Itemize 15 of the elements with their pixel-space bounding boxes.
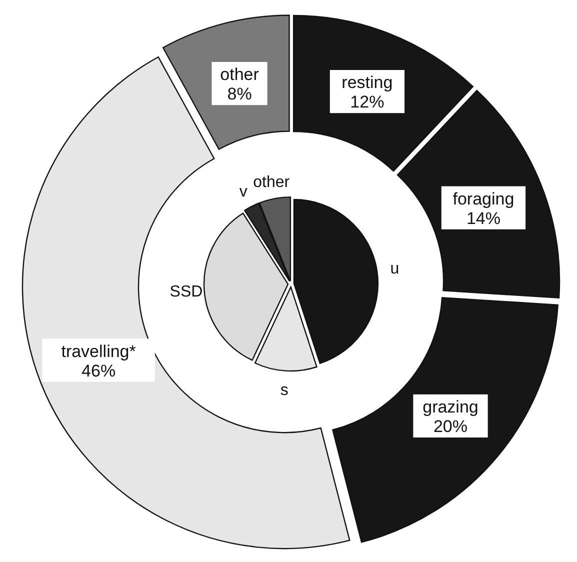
data-label: 8% — [227, 84, 252, 104]
slice-label: v — [239, 183, 248, 200]
data-label: 12% — [350, 92, 384, 112]
slice-label: SSD — [170, 284, 203, 301]
slice-label: resting — [342, 73, 393, 92]
slice-label: other — [253, 174, 290, 191]
slice-label: foraging — [452, 189, 514, 208]
slice-label: u — [390, 260, 400, 278]
slice-label: other — [220, 65, 260, 84]
slice-label: travelling* — [61, 342, 136, 361]
slice-label: grazing — [422, 398, 478, 417]
data-label: 20% — [433, 417, 468, 436]
data-label: 14% — [466, 208, 500, 228]
slice-label: s — [280, 382, 288, 399]
data-label: 46% — [82, 361, 116, 380]
